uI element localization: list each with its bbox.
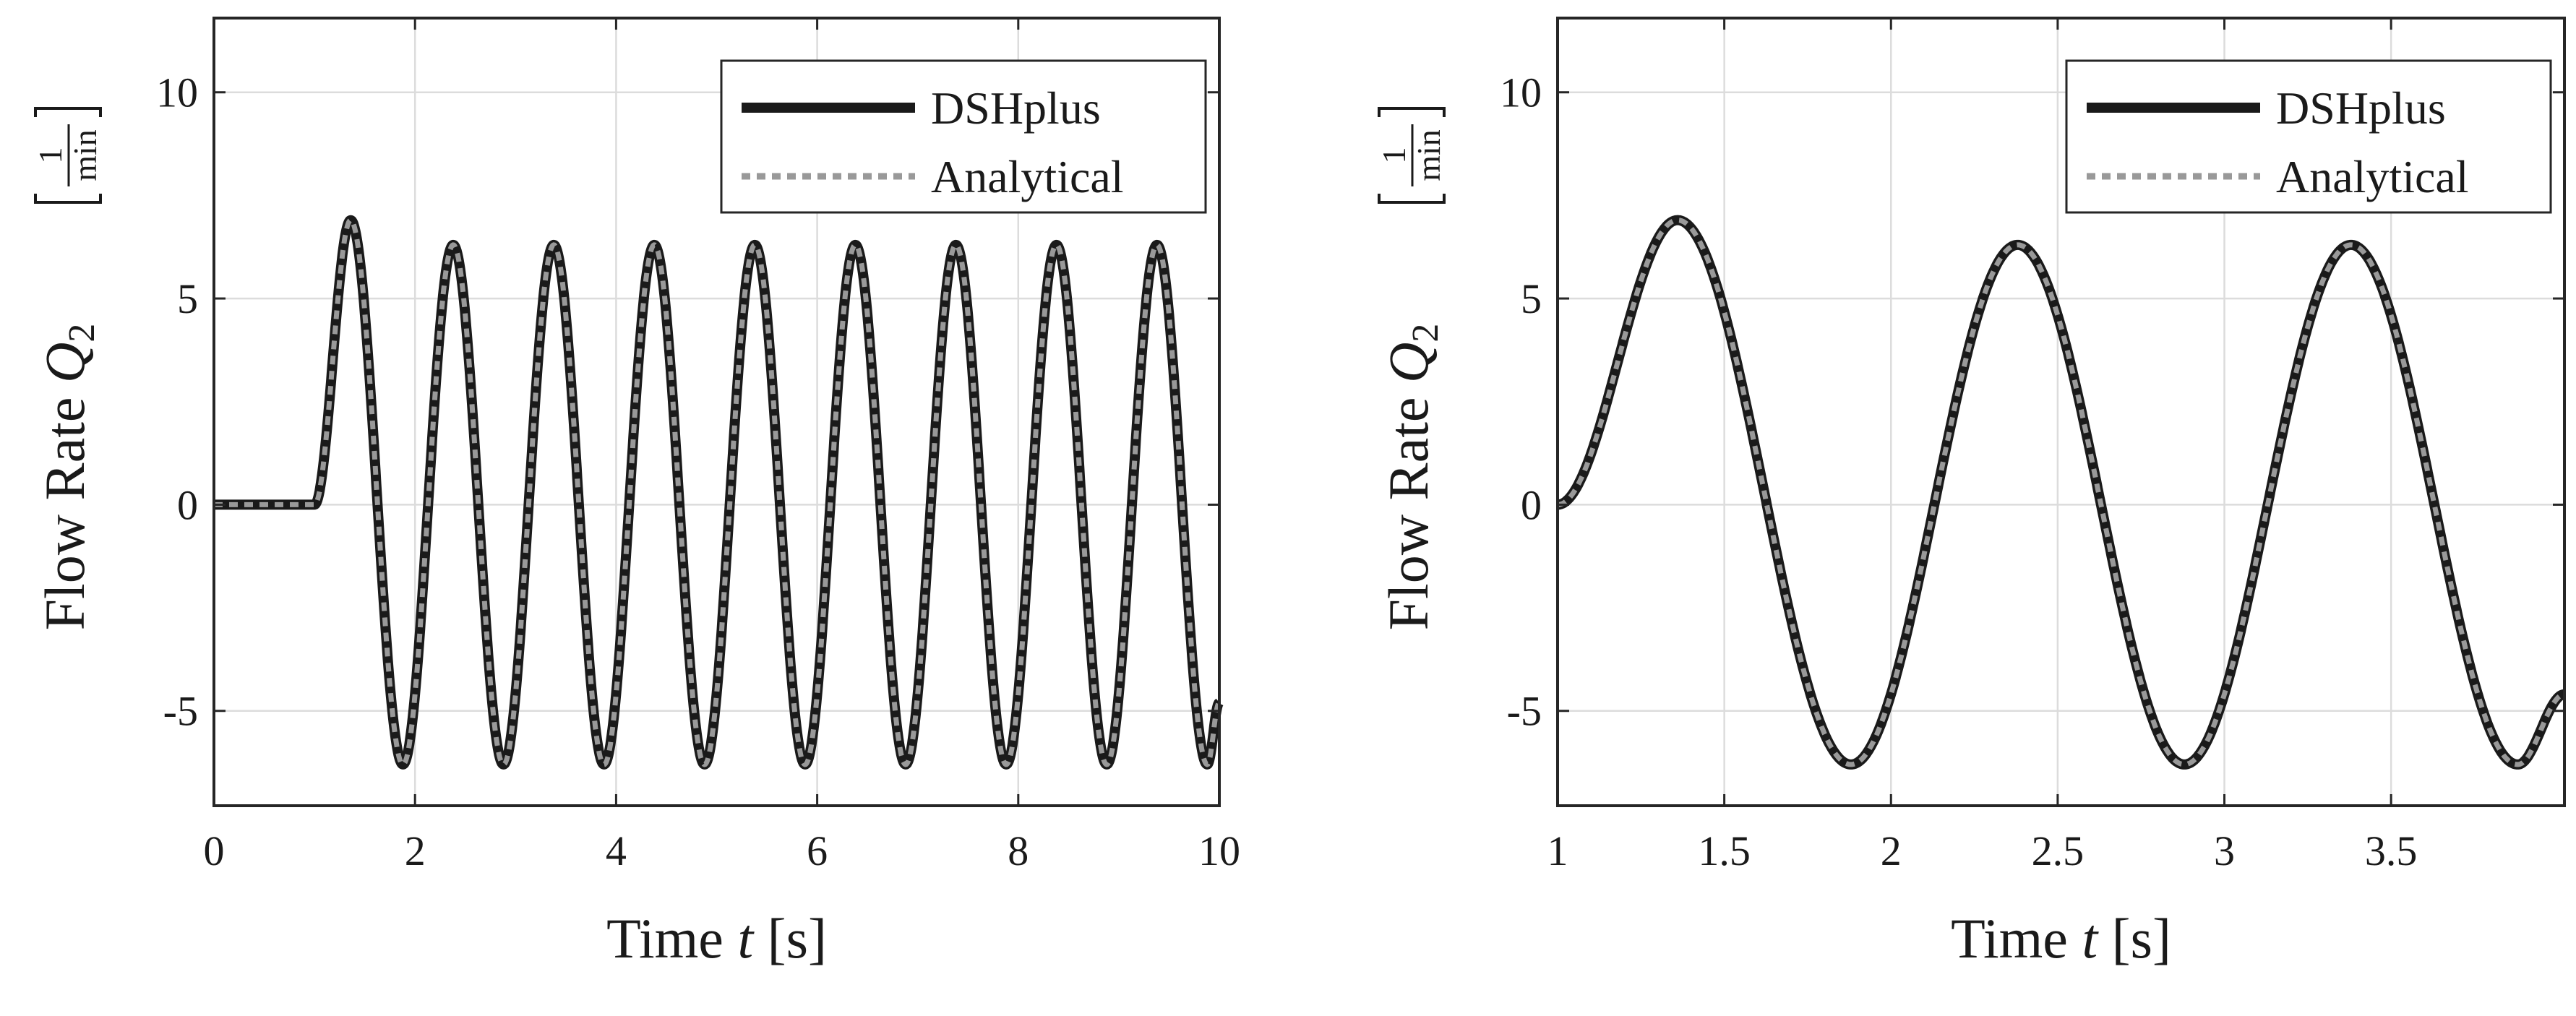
x-tick-label: 3 [2214,827,2235,874]
legend-box [2065,59,2552,214]
y-axis-label-prefix: Flow Rate [33,383,96,630]
y-axis-label-text: Flow Rate Q2 [1377,324,1446,631]
y-axis-label-sub: 2 [61,324,103,343]
y-axis-label-text: Flow Rate Q2 [33,324,103,631]
legend-box [720,59,1207,214]
x-tick-label: 4 [606,827,627,874]
y-axis-label-sub: 2 [1405,324,1446,343]
y-tick-label: 0 [1521,481,1542,528]
y-axis-label-var: Q [33,343,96,383]
unit-bracket-left [1378,194,1446,204]
x-tick-label: 10 [1198,827,1240,874]
x-axis-label-var: t [737,907,755,970]
series-line-analytical [1558,218,2565,767]
y-tick-label: 10 [156,69,198,116]
axes-box [212,17,1221,807]
unit-denominator: min [66,129,103,181]
x-axis-label-unit: [s] [2098,907,2171,970]
x-axis-label: Time t [s] [1951,907,2171,970]
y-tick-label: 0 [177,481,198,528]
x-axis-label-var: t [2082,907,2099,970]
x-tick-label: 1.5 [1698,827,1751,874]
y-tick-label: -5 [163,688,198,735]
legend: DSHplus Analytical [720,59,1207,214]
x-tick-label: 0 [204,827,225,874]
x-tick-label: 2.5 [2032,827,2085,874]
y-tick-label: -5 [1507,688,1542,735]
x-tick-label: 2 [405,827,426,874]
x-axis-label-prefix: Time [606,907,737,970]
legend-label-dshplus: DSHplus [931,82,1101,134]
legend-label-dshplus: DSHplus [2276,82,2446,134]
x-axis-label-prefix: Time [1951,907,2082,970]
x-tick-label: 2 [1881,827,1902,874]
y-axis-label-prefix: Flow Rate [1377,383,1440,630]
series-line-analytical [214,218,1222,767]
x-tick-label: 3.5 [2365,827,2418,874]
legend-label-analytical: Analytical [2276,151,2469,202]
legend: DSHplus Analytical [2065,59,2552,214]
unit-denominator: min [1410,129,1447,181]
y-tick-label: 5 [1521,275,1542,322]
y-axis-label-var: Q [1377,343,1440,383]
unit-numerator: 1 [32,147,69,164]
x-axis-label: Time t [s] [606,907,827,970]
series-line-dshplus [1553,215,2569,770]
unit-bracket-left [34,194,102,204]
y-tick-label: 5 [177,275,198,322]
legend-label-analytical: Analytical [931,151,1124,202]
x-tick-label: 1 [1547,827,1568,874]
unit-bracket-right [34,107,102,117]
axes-box [1556,17,2566,807]
y-tick-label: 10 [1500,69,1542,116]
x-tick-label: 8 [1008,827,1029,874]
x-axis-label-unit: [s] [753,907,827,970]
x-tick-label: 6 [807,827,828,874]
unit-bracket-right [1378,107,1446,117]
unit-numerator: 1 [1375,147,1412,164]
